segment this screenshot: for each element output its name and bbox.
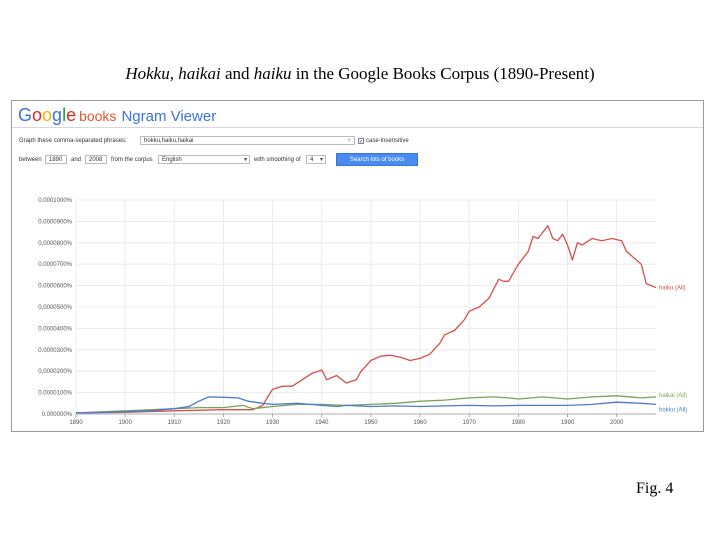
x-tick-label: 1920 [217, 420, 231, 426]
series-label: haikai (All) [659, 393, 687, 399]
corpus-select[interactable]: English ▾ [158, 155, 250, 164]
start-year-value: 1890 [49, 157, 63, 163]
y-tick-label: 0.0000100% [38, 391, 72, 397]
y-tick-label: 0.0001000% [38, 198, 72, 204]
slide-title: Hokku, haikai and haiku in the Google Bo… [0, 64, 720, 84]
end-year-input[interactable]: 2008 [85, 155, 107, 164]
chart-grid [75, 199, 656, 417]
y-tick-label: 0.0000400% [38, 326, 72, 332]
header-divider [12, 127, 703, 128]
case-insensitive-checkbox[interactable]: ✓ [358, 138, 364, 145]
x-axis-ticks: 1890 1900 1910 1920 1930 1940 1950 1960 1970 1980… [69, 420, 624, 426]
corpus-select-value: English [162, 157, 182, 163]
search-lots-of-books-button[interactable]: Search lots of books [336, 153, 418, 166]
logo-letter: l [62, 105, 67, 125]
logo-letter: o [42, 105, 53, 125]
logo-letter: G [18, 105, 33, 125]
y-tick-label: 0.0000800% [38, 241, 72, 247]
series-label: hokku (All) [659, 407, 687, 413]
phrases-input-value: hokku,haiku,haikai [144, 138, 194, 144]
smoothing-label: with smoothing of [254, 157, 301, 163]
x-tick-label: 2000 [610, 420, 624, 426]
figure-label: Fig. 4 [636, 480, 674, 497]
x-tick-label: 1990 [561, 420, 575, 426]
x-tick-label: 1970 [463, 420, 477, 426]
x-tick-label: 1960 [413, 420, 427, 426]
chevron-down-icon: ▾ [243, 157, 247, 163]
series-end-labels: haiku (All) haikai (All) hokku (All) [659, 286, 687, 414]
chevron-down-icon: ▾ [319, 157, 323, 163]
end-year-value: 2008 [89, 157, 103, 163]
y-tick-label: 0.0000600% [38, 284, 72, 290]
case-insensitive-label: case-insensitive [366, 138, 409, 144]
title-and: and [220, 64, 254, 83]
corpus-label: from the corpus [111, 157, 153, 163]
google-books-ngram-logo: Google books Ngram Viewer [18, 105, 216, 126]
y-tick-label: 0.0000300% [38, 348, 72, 354]
start-year-input[interactable]: 1890 [45, 155, 67, 164]
title-hokku: Hokku [125, 64, 170, 83]
title-comma: , [169, 64, 179, 83]
between-label: between [19, 157, 42, 163]
x-tick-label: 1900 [118, 420, 132, 426]
title-haikai: haikai [178, 64, 221, 83]
x-tick-label: 1890 [69, 420, 83, 426]
series-label: haiku (All) [659, 286, 686, 292]
logo-books: books [79, 108, 117, 124]
x-tick-label: 1940 [315, 420, 329, 426]
series-line [75, 396, 657, 414]
logo-letter: e [66, 105, 77, 125]
series-line [75, 395, 657, 414]
y-tick-label: 0.000000% [42, 412, 73, 418]
series-lines [75, 225, 657, 414]
clear-icon[interactable]: × [347, 138, 351, 144]
y-tick-label: 0.0000900% [38, 219, 72, 225]
logo-ngram-viewer: Ngram Viewer [121, 108, 217, 125]
series-line [75, 225, 657, 414]
graph-phrases-label: Graph these comma-separated phrases: [19, 138, 127, 144]
title-haiku: haiku [253, 64, 292, 83]
y-axis-ticks: 0.000000% 0.0000100% 0.0000200% 0.0000300% 0… [38, 198, 72, 418]
smoothing-select-value: 4 [310, 157, 314, 163]
y-tick-label: 0.0000700% [38, 262, 72, 268]
y-tick-label: 0.0000200% [38, 369, 72, 375]
and-label: and [71, 157, 82, 163]
logo-letter: o [32, 105, 43, 125]
y-tick-label: 0.0000500% [38, 305, 72, 311]
phrases-input[interactable]: hokku,haiku,haikai × [140, 136, 355, 145]
logo-letter: g [52, 105, 63, 125]
x-tick-label: 1950 [364, 420, 378, 426]
x-tick-label: 1980 [512, 420, 526, 426]
smoothing-select[interactable]: 4 ▾ [306, 155, 326, 164]
ngram-chart: 0.000000% 0.0000100% 0.0000200% 0.0000300% 0… [38, 198, 687, 426]
x-tick-label: 1910 [168, 420, 182, 426]
x-tick-label: 1930 [266, 420, 280, 426]
title-rest: in the Google Books Corpus (1890-Present… [291, 64, 595, 83]
